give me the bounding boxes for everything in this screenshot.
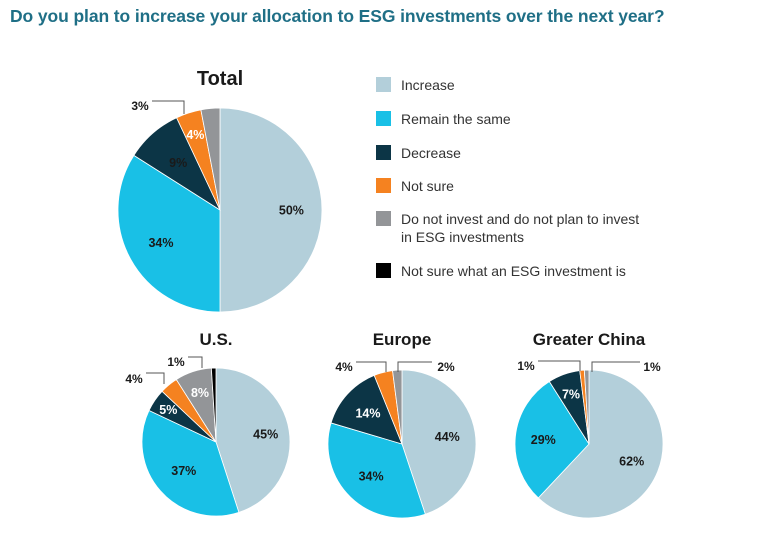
slice-label-total-increase: 50% <box>279 204 304 218</box>
legend-swatch-decrease <box>376 145 391 160</box>
pie-title-china: Greater China <box>533 330 646 349</box>
pie-china: Greater China 62% 29% 7% 1% 1% <box>514 330 664 519</box>
slice-total-do-not-invest <box>200 107 221 211</box>
slice-total-remain-the-same <box>117 154 221 313</box>
legend-label-not-sure-what-esg: Not sure what an ESG investment is <box>401 263 626 279</box>
slice-total-increase <box>219 107 323 313</box>
chart-title: Do you plan to increase your allocation … <box>10 6 665 26</box>
callout-line-us-not-sure-what-esg <box>188 356 203 368</box>
legend-item-not-sure-what-esg: Not sure what an ESG investment is <box>376 262 651 280</box>
slice-us-increase <box>215 367 291 513</box>
slice-label-europe-increase: 44% <box>435 430 460 444</box>
slice-china-increase <box>537 369 664 519</box>
slice-label-europe-remain-the-same: 34% <box>359 469 384 483</box>
legend-swatch-remain-the-same <box>376 111 391 126</box>
callout-line-us-not-sure <box>146 372 165 384</box>
pie-europe: Europe 44% 34% 14% 4% 2% <box>327 330 477 519</box>
slice-europe-do-not-invest <box>392 369 403 445</box>
pie-title-us: U.S. <box>199 330 232 349</box>
pie-us: U.S. 45% 37% 5% 4% 8% 1% <box>125 330 291 517</box>
legend-item-do-not-invest: Do not invest and do not plan to invest … <box>376 210 651 246</box>
legend-swatch-not-sure <box>376 178 391 193</box>
legend-swatch-not-sure-what-esg <box>376 263 391 278</box>
legend-item-not-sure: Not sure <box>376 177 651 195</box>
slice-label-us-increase: 45% <box>253 428 278 442</box>
pie-title-europe: Europe <box>373 330 432 349</box>
slice-label-china-not-sure: 1% <box>517 359 535 373</box>
slice-us-remain-the-same <box>141 409 240 517</box>
slice-label-china-decrease: 7% <box>562 387 580 401</box>
callout-line-europe-not-sure <box>356 361 387 372</box>
slice-label-total-do-not-invest: 3% <box>131 99 149 113</box>
slice-label-us-not-sure: 4% <box>125 372 143 386</box>
legend-label-increase: Increase <box>401 77 455 93</box>
callout-line-total-do-not-invest <box>152 100 185 114</box>
slice-label-us-not-sure-what-esg: 1% <box>167 355 185 369</box>
legend-swatch-increase <box>376 77 391 92</box>
legend-label-decrease: Decrease <box>401 145 461 161</box>
legend-swatch-do-not-invest <box>376 211 391 226</box>
slice-label-europe-decrease: 14% <box>355 407 380 421</box>
callout-line-china-not-sure <box>538 360 581 371</box>
pie-total: Total 50% 34% 9% 4% 3% <box>117 68 323 313</box>
slice-label-europe-not-sure: 4% <box>335 360 353 374</box>
slice-label-us-remain-the-same: 37% <box>171 464 196 478</box>
slice-label-china-remain-the-same: 29% <box>531 433 556 447</box>
slice-europe-decrease <box>330 374 403 445</box>
legend-item-decrease: Decrease <box>376 144 651 162</box>
slice-label-us-do-not-invest: 8% <box>191 386 209 400</box>
legend-label-not-sure: Not sure <box>401 178 454 194</box>
callout-line-europe-do-not-invest <box>397 361 432 372</box>
slice-europe-increase <box>401 369 477 515</box>
slice-china-remain-the-same <box>514 380 590 499</box>
legend-label-remain-the-same: Remain the same <box>401 111 511 127</box>
slice-label-europe-do-not-invest: 2% <box>437 360 455 374</box>
legend-label-do-not-invest: Do not invest and do not plan to invest … <box>401 211 640 245</box>
slice-label-china-do-not-invest: 1% <box>643 360 661 374</box>
slice-label-total-decrease: 9% <box>169 156 187 170</box>
pie-title-total: Total <box>197 68 243 90</box>
legend-item-remain-the-same: Remain the same <box>376 110 651 128</box>
slice-china-do-not-invest <box>583 369 590 445</box>
slice-europe-remain-the-same <box>327 422 426 519</box>
slice-label-total-not-sure: 4% <box>186 128 204 142</box>
slice-us-not-sure-what-esg <box>210 367 217 443</box>
slice-label-total-remain-the-same: 34% <box>148 236 173 250</box>
slice-label-us-decrease: 5% <box>159 403 177 417</box>
callout-line-china-do-not-invest <box>591 361 640 372</box>
legend-item-increase: Increase <box>376 76 651 94</box>
slice-label-china-increase: 62% <box>619 454 644 468</box>
